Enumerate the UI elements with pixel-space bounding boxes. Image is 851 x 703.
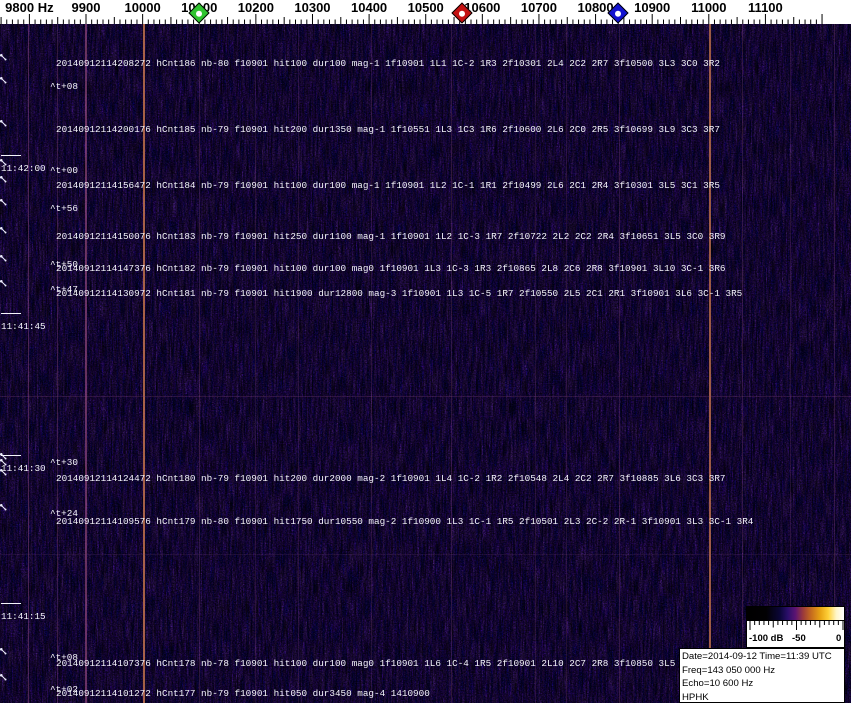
svg-text:10500: 10500 — [408, 0, 444, 15]
svg-text:10200: 10200 — [238, 0, 274, 15]
svg-text:9800 Hz: 9800 Hz — [5, 0, 54, 15]
svg-text:10000: 10000 — [125, 0, 161, 15]
svg-text:11000: 11000 — [691, 0, 726, 15]
svg-text:11100: 11100 — [748, 0, 783, 15]
svg-text:10300: 10300 — [294, 0, 330, 15]
svg-text:10700: 10700 — [521, 0, 557, 15]
svg-text:10900: 10900 — [634, 0, 670, 15]
svg-text:10400: 10400 — [351, 0, 387, 15]
svg-text:9900: 9900 — [72, 0, 101, 15]
